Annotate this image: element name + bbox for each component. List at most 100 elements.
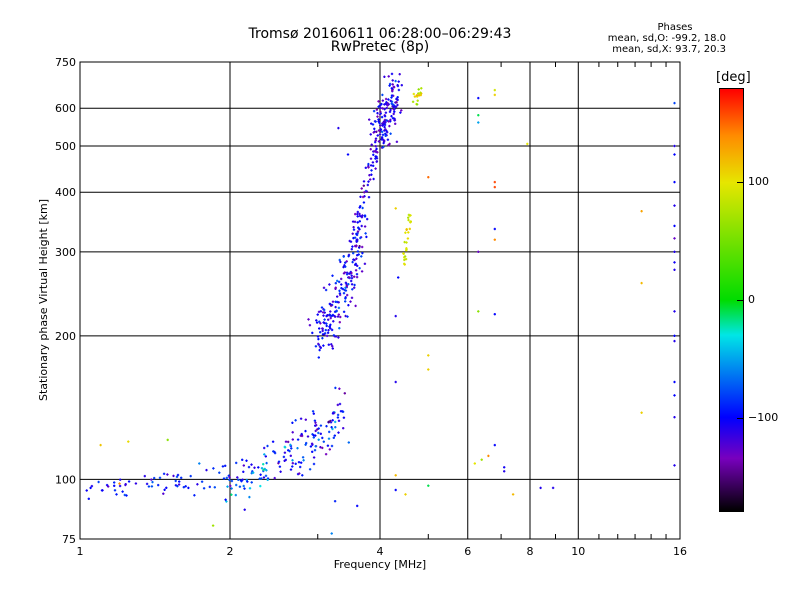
data-point [340, 283, 342, 286]
data-point [338, 280, 340, 284]
data-point [353, 286, 355, 289]
data-point [357, 230, 359, 233]
data-point [344, 392, 346, 395]
y-tick-label: 100 [55, 473, 76, 486]
data-point [265, 474, 267, 477]
data-point [113, 481, 115, 484]
data-point [673, 261, 676, 264]
data-point [387, 104, 389, 107]
x-tick-label: 4 [377, 545, 384, 558]
data-point [370, 173, 372, 176]
data-point [315, 319, 317, 322]
data-point [266, 444, 269, 448]
data-point [395, 474, 397, 477]
data-point [180, 476, 182, 479]
data-point [352, 260, 354, 264]
data-point [344, 300, 346, 303]
data-point [328, 430, 330, 434]
data-point [159, 476, 161, 479]
data-point [309, 468, 311, 471]
data-point [371, 143, 373, 146]
data-point [361, 215, 363, 218]
data-point [366, 190, 368, 193]
data-point [407, 218, 410, 222]
data-point [322, 333, 324, 336]
data-point [387, 143, 389, 147]
data-point [346, 273, 348, 276]
data-point [342, 265, 345, 269]
data-point [324, 318, 326, 321]
data-point [409, 227, 411, 231]
data-point [396, 140, 398, 143]
data-point [302, 456, 304, 459]
x-tick-label: 16 [673, 545, 687, 558]
data-point [383, 141, 385, 145]
data-point [370, 157, 372, 160]
data-point [248, 465, 250, 469]
data-point [326, 314, 328, 317]
data-point [673, 268, 676, 271]
data-point [314, 449, 316, 452]
data-point [338, 387, 340, 390]
data-point [361, 214, 363, 217]
data-point [106, 483, 108, 487]
data-point [313, 412, 315, 415]
phase-stats-o-mode: mean, sd,O: -99.2, 18.0 [607, 33, 726, 44]
data-point [552, 486, 554, 490]
data-point [405, 241, 408, 244]
data-point [243, 464, 245, 467]
data-point [226, 476, 228, 480]
data-point [481, 458, 483, 461]
data-point [358, 253, 360, 256]
data-point [292, 438, 294, 441]
data-point [251, 470, 253, 473]
data-point [404, 231, 406, 234]
y-tick-label: 75 [62, 533, 76, 546]
data-point [301, 432, 303, 436]
data-point [393, 108, 395, 111]
data-point [328, 420, 330, 424]
data-point [329, 310, 331, 313]
data-point [394, 122, 396, 125]
data-point [339, 260, 341, 264]
data-point [335, 305, 337, 309]
data-point [315, 445, 317, 448]
data-point [313, 436, 315, 439]
data-point [146, 482, 148, 486]
data-point [416, 94, 418, 97]
data-point [379, 124, 381, 127]
data-point [348, 255, 350, 258]
data-point [326, 324, 328, 328]
data-point [363, 184, 365, 187]
data-point [319, 322, 321, 325]
colorbar-tick-label: −100 [748, 410, 779, 424]
data-point [284, 445, 286, 449]
data-point [326, 334, 328, 338]
data-point [345, 314, 347, 318]
data-point [340, 277, 342, 281]
data-point [328, 437, 330, 440]
data-point [352, 220, 354, 223]
data-point [368, 196, 370, 199]
data-point [212, 524, 214, 527]
data-point [177, 473, 179, 477]
data-point [403, 262, 405, 265]
data-point [263, 446, 265, 450]
data-point [187, 486, 189, 490]
data-point [334, 426, 336, 429]
data-point [332, 347, 334, 350]
data-point [332, 320, 334, 323]
data-point [398, 88, 400, 92]
data-point [390, 96, 393, 99]
data-point [376, 147, 378, 151]
data-point [228, 474, 230, 477]
data-point [333, 436, 335, 439]
data-point [373, 131, 375, 134]
data-point [361, 251, 363, 255]
data-point [320, 424, 322, 427]
data-point [226, 485, 229, 488]
data-point [313, 462, 315, 466]
data-point [259, 484, 261, 488]
data-point [360, 236, 362, 239]
data-point [352, 258, 354, 261]
